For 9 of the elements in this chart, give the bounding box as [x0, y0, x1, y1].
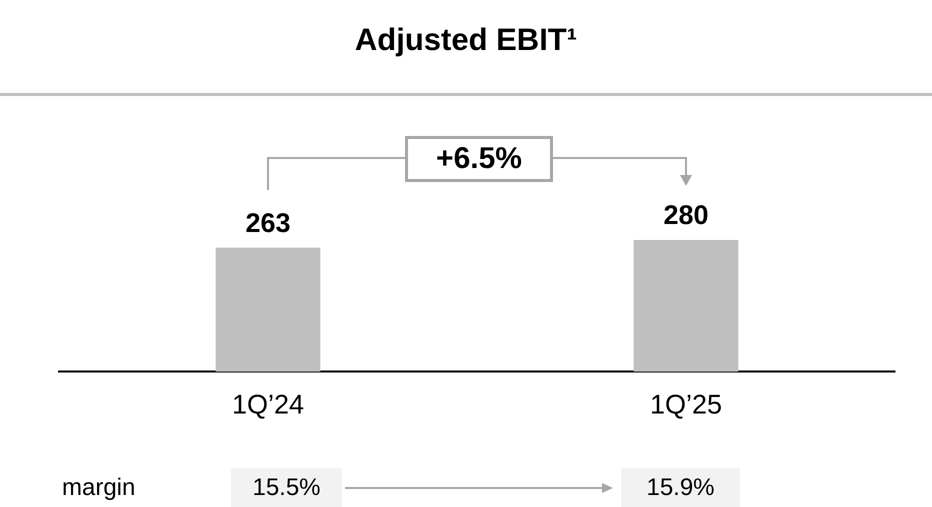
x-tick-label: 1Q’25: [650, 389, 722, 420]
chart-title: Adjusted EBIT¹: [354, 22, 578, 58]
data-label: 263: [245, 208, 291, 238]
x-tick-label: 1Q’24: [232, 389, 304, 420]
data-label: 280: [663, 200, 709, 230]
text: margin: [62, 474, 136, 502]
text: 15.5%: [231, 468, 342, 507]
text: +6.5%: [405, 136, 553, 182]
text: 15.9%: [621, 468, 740, 507]
